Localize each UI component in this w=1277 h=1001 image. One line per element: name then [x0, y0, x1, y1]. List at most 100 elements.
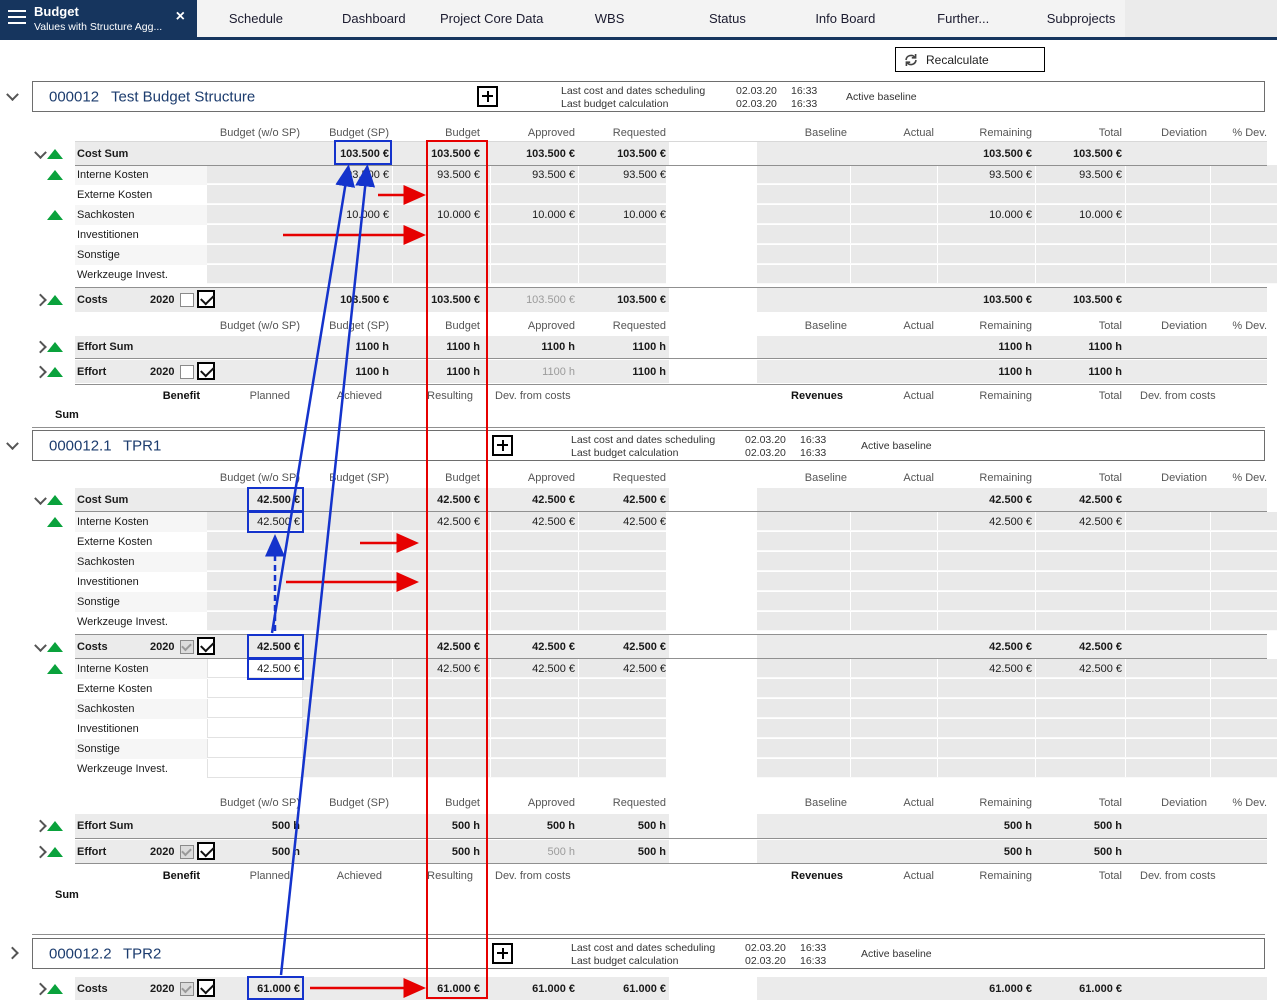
col-header: Dev. from costs: [495, 390, 571, 402]
tab-strip: Schedule Dashboard Project Core Data WBS…: [197, 0, 1140, 37]
col-header: Total: [1098, 870, 1122, 882]
add-button[interactable]: [492, 435, 513, 456]
tab-further[interactable]: Further...: [937, 11, 990, 26]
editable-cell[interactable]: [207, 759, 303, 778]
cell-budget: 42.500 €: [437, 516, 480, 528]
cell-requested: 1100 h: [632, 365, 666, 378]
cell-approved: 42.500 €: [532, 663, 575, 675]
cell-requested: 103.500 €: [617, 294, 666, 306]
chevron-right-icon[interactable]: [34, 982, 47, 995]
section-collapse-icon[interactable]: [6, 88, 19, 102]
year-checkbox-small[interactable]: [180, 640, 194, 654]
cells: [303, 759, 666, 778]
tab-status[interactable]: Status: [709, 11, 746, 26]
column-gap: [669, 840, 757, 863]
year-checkbox-small[interactable]: [180, 364, 194, 379]
row-cost-type: Externe Kosten: [0, 679, 1277, 699]
last-scheduling-label: Last cost and dates scheduling: [571, 434, 716, 446]
revenues-label: Revenues: [791, 870, 843, 882]
tab-wbs[interactable]: WBS: [594, 11, 625, 26]
chevron-right-icon[interactable]: [34, 293, 47, 307]
aggregated-icon: [47, 295, 63, 305]
row-label: Costs: [77, 641, 108, 653]
project-header-000012-1: 000012.1 TPR1 Last cost and dates schedu…: [32, 430, 1265, 461]
scheduling-date: 02.03.20: [745, 942, 786, 954]
col-header: Deviation: [1161, 127, 1207, 139]
section-collapse-icon[interactable]: [6, 437, 19, 451]
cells: [757, 719, 1277, 738]
cell-total: 42.500 €: [1079, 663, 1122, 675]
cells: [207, 572, 303, 591]
row-effort-year: Effort 2020 500 h 500 h 500 h 500 h 500 …: [0, 840, 1277, 863]
label-cell: [75, 512, 207, 532]
add-button[interactable]: [492, 943, 513, 964]
project-id: 000012.2: [49, 945, 112, 962]
row-cost-type: Sachkosten: [0, 552, 1277, 572]
label-cell: [75, 245, 207, 265]
column-gap: [669, 288, 757, 312]
year-checkbox-small[interactable]: [180, 293, 194, 307]
cell-requested: 500 h: [637, 845, 666, 858]
row-effort-sum: Effort Sum 500 h 500 h 500 h 500 h 500 h…: [0, 814, 1277, 838]
active-baseline-label: Active baseline: [846, 91, 917, 103]
chevron-right-icon[interactable]: [34, 340, 47, 354]
active-baseline-label: Active baseline: [861, 948, 932, 960]
chevron-down-icon[interactable]: [34, 639, 47, 653]
label-cell: [75, 659, 207, 679]
sum-row: Sum: [0, 406, 1277, 424]
chevron-right-icon[interactable]: [34, 365, 47, 378]
add-button[interactable]: [477, 86, 498, 107]
editable-cell[interactable]: [207, 719, 303, 738]
menu-icon[interactable]: [8, 10, 26, 24]
recalculate-label: Recalculate: [926, 52, 989, 67]
row-label: Investitionen: [77, 723, 139, 735]
chevron-right-icon[interactable]: [34, 845, 47, 858]
module-subtitle: Values with Structure Agg...: [34, 21, 163, 33]
year-checkbox-small[interactable]: [180, 981, 194, 996]
cells: [303, 512, 666, 531]
editable-cell[interactable]: [207, 679, 303, 698]
col-header: Budget: [445, 472, 480, 484]
tab-subprojects[interactable]: Subprojects: [1046, 11, 1116, 26]
aggregated-icon: [47, 517, 63, 527]
column-gap: [669, 336, 757, 358]
row-costs-year: Costs 2020 61.000 € 61.000 € 61.000 € 61…: [0, 977, 1277, 1000]
cells: [757, 572, 1277, 591]
recalculate-button[interactable]: Recalculate: [895, 47, 1045, 72]
cell-requested: 103.500 €: [617, 147, 666, 160]
cell-remaining: 103.500 €: [983, 147, 1032, 160]
col-header: Dev. from costs: [1140, 870, 1216, 882]
row-effort-sum: Effort Sum 1100 h 1100 h 1100 h 1100 h 1…: [0, 336, 1277, 358]
chevron-right-icon[interactable]: [34, 819, 47, 833]
year-checkbox[interactable]: [197, 361, 215, 380]
editable-cell[interactable]: [207, 739, 303, 758]
tab-info-board[interactable]: Info Board: [815, 11, 876, 26]
last-budget-calc-label: Last budget calculation: [571, 447, 679, 459]
tab-dashboard[interactable]: Dashboard: [342, 11, 406, 26]
cells: [757, 659, 1277, 678]
project-name: Test Budget Structure: [111, 88, 256, 105]
section-expand-icon[interactable]: [6, 946, 19, 960]
year-checkbox[interactable]: [197, 841, 215, 860]
cell-budget: 42.500 €: [437, 494, 480, 506]
cell-approved: 500 h: [547, 845, 575, 858]
year-checkbox[interactable]: [197, 290, 215, 308]
aggregated-icon: [47, 664, 63, 674]
year-checkbox-small[interactable]: [180, 844, 194, 859]
aggregated-icon: [47, 366, 63, 377]
tab-project-core-data[interactable]: Project Core Data: [440, 11, 544, 26]
cells: [207, 265, 303, 284]
tab-schedule[interactable]: Schedule: [228, 11, 284, 26]
chevron-down-icon[interactable]: [34, 145, 47, 159]
year-checkbox[interactable]: [197, 978, 215, 997]
cell-budget-wsp: 42.500 €: [257, 641, 300, 653]
col-header: % Dev.: [1232, 320, 1267, 332]
cell-approved: 1100 h: [541, 341, 575, 353]
chevron-down-icon[interactable]: [34, 492, 47, 506]
check-icon: [181, 640, 192, 652]
close-icon[interactable]: ×: [175, 8, 185, 25]
last-scheduling-label: Last cost and dates scheduling: [571, 942, 716, 954]
editable-cell[interactable]: [207, 699, 303, 718]
year-checkbox[interactable]: [197, 637, 215, 655]
col-header: Planned: [249, 390, 290, 402]
